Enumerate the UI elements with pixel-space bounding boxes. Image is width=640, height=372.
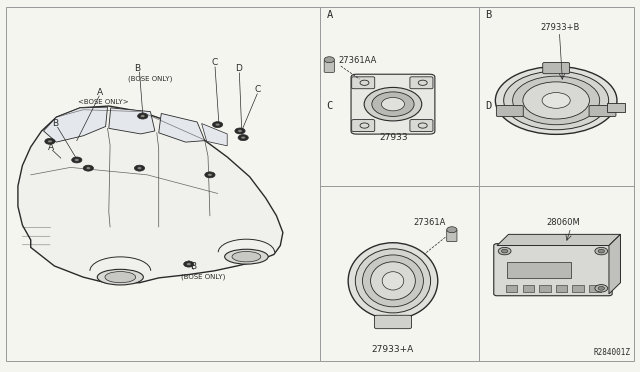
FancyBboxPatch shape bbox=[374, 315, 412, 329]
Ellipse shape bbox=[97, 269, 143, 285]
Text: <BOSE ONLY>: <BOSE ONLY> bbox=[78, 99, 129, 105]
Ellipse shape bbox=[523, 82, 589, 119]
Circle shape bbox=[138, 113, 148, 119]
Circle shape bbox=[237, 129, 243, 132]
Circle shape bbox=[381, 97, 404, 111]
Text: C: C bbox=[211, 58, 218, 67]
PathPatch shape bbox=[18, 106, 283, 283]
Text: 27933+B: 27933+B bbox=[540, 23, 580, 32]
Text: A: A bbox=[97, 88, 104, 97]
Circle shape bbox=[186, 263, 191, 266]
FancyBboxPatch shape bbox=[494, 244, 612, 296]
Circle shape bbox=[83, 165, 93, 171]
Ellipse shape bbox=[542, 93, 570, 108]
FancyBboxPatch shape bbox=[589, 285, 600, 292]
Circle shape bbox=[184, 261, 194, 267]
FancyBboxPatch shape bbox=[352, 120, 375, 132]
Polygon shape bbox=[497, 234, 621, 246]
Ellipse shape bbox=[371, 262, 415, 300]
Text: B: B bbox=[190, 262, 196, 270]
Text: 27933: 27933 bbox=[379, 134, 408, 142]
Ellipse shape bbox=[382, 272, 404, 290]
Circle shape bbox=[595, 247, 608, 255]
Circle shape bbox=[238, 135, 248, 141]
PathPatch shape bbox=[159, 113, 205, 142]
Circle shape bbox=[372, 92, 414, 116]
FancyBboxPatch shape bbox=[540, 285, 550, 292]
Circle shape bbox=[598, 286, 605, 290]
Circle shape bbox=[47, 140, 52, 143]
Text: B: B bbox=[485, 10, 492, 20]
Text: C: C bbox=[326, 102, 333, 112]
FancyBboxPatch shape bbox=[410, 120, 433, 132]
FancyBboxPatch shape bbox=[352, 77, 375, 89]
Text: C: C bbox=[255, 85, 261, 94]
Text: D: D bbox=[485, 102, 492, 112]
FancyBboxPatch shape bbox=[351, 74, 435, 134]
FancyBboxPatch shape bbox=[497, 105, 524, 116]
FancyBboxPatch shape bbox=[522, 285, 534, 292]
Circle shape bbox=[137, 167, 142, 170]
Circle shape bbox=[324, 57, 334, 62]
Circle shape bbox=[241, 136, 246, 139]
Ellipse shape bbox=[348, 243, 438, 319]
Circle shape bbox=[447, 227, 457, 233]
PathPatch shape bbox=[202, 124, 227, 146]
FancyBboxPatch shape bbox=[447, 230, 457, 242]
Text: (BOSE ONLY): (BOSE ONLY) bbox=[181, 273, 225, 280]
Circle shape bbox=[215, 123, 220, 126]
Text: A: A bbox=[326, 10, 333, 20]
Circle shape bbox=[207, 173, 212, 176]
Text: A: A bbox=[48, 142, 54, 151]
Circle shape bbox=[595, 285, 608, 292]
FancyBboxPatch shape bbox=[410, 77, 433, 89]
PathPatch shape bbox=[109, 108, 155, 134]
Text: (BOSE ONLY): (BOSE ONLY) bbox=[128, 76, 172, 82]
Circle shape bbox=[72, 157, 82, 163]
FancyBboxPatch shape bbox=[543, 62, 570, 74]
Circle shape bbox=[212, 122, 223, 128]
Circle shape bbox=[74, 158, 79, 161]
FancyBboxPatch shape bbox=[507, 262, 572, 278]
Polygon shape bbox=[609, 234, 621, 294]
Circle shape bbox=[45, 138, 55, 144]
Text: 28060M: 28060M bbox=[547, 218, 580, 227]
Ellipse shape bbox=[495, 67, 617, 134]
Ellipse shape bbox=[105, 272, 136, 283]
Text: B: B bbox=[134, 64, 141, 73]
Text: R284001Z: R284001Z bbox=[593, 348, 630, 357]
Ellipse shape bbox=[225, 249, 268, 264]
Text: 27361A: 27361A bbox=[413, 218, 446, 227]
FancyBboxPatch shape bbox=[324, 61, 334, 72]
Circle shape bbox=[235, 128, 245, 134]
FancyBboxPatch shape bbox=[607, 103, 625, 112]
Circle shape bbox=[499, 247, 511, 255]
FancyBboxPatch shape bbox=[556, 285, 568, 292]
PathPatch shape bbox=[44, 107, 108, 142]
FancyBboxPatch shape bbox=[573, 285, 584, 292]
Circle shape bbox=[205, 172, 215, 178]
Text: B: B bbox=[52, 119, 59, 128]
Text: D: D bbox=[236, 64, 243, 73]
Circle shape bbox=[502, 249, 508, 253]
Circle shape bbox=[140, 115, 145, 118]
Circle shape bbox=[598, 249, 605, 253]
Ellipse shape bbox=[232, 251, 261, 262]
Ellipse shape bbox=[362, 255, 424, 307]
Circle shape bbox=[86, 167, 91, 170]
Ellipse shape bbox=[355, 249, 431, 313]
FancyBboxPatch shape bbox=[506, 285, 518, 292]
Circle shape bbox=[364, 87, 422, 121]
FancyBboxPatch shape bbox=[589, 105, 616, 116]
Ellipse shape bbox=[513, 76, 600, 125]
Ellipse shape bbox=[504, 71, 609, 130]
Text: 27933+A: 27933+A bbox=[372, 344, 414, 353]
Text: 27361AA: 27361AA bbox=[339, 56, 376, 65]
Circle shape bbox=[134, 165, 145, 171]
